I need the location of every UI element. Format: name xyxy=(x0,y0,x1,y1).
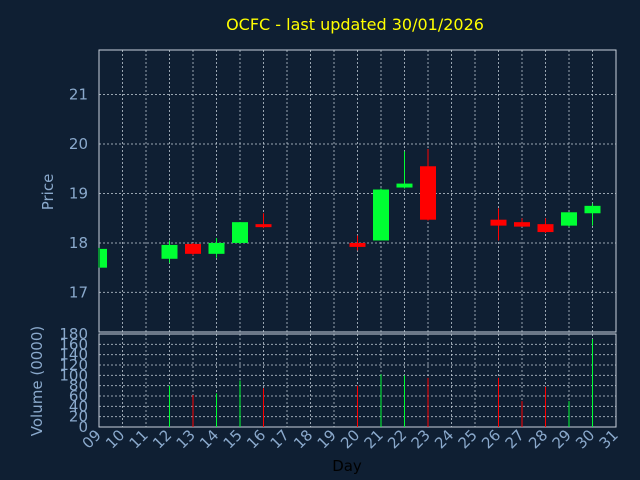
volume-tick-label: 140 xyxy=(59,346,88,364)
x-tick-label: 27 xyxy=(502,426,528,452)
candle-body xyxy=(232,222,248,243)
x-axis-label: Day xyxy=(332,457,362,475)
price-tick-label: 19 xyxy=(69,184,88,202)
candle-body xyxy=(349,242,366,247)
volume-tick-label: 160 xyxy=(59,335,88,353)
candle-body xyxy=(100,248,107,268)
price-axis-label: Price xyxy=(39,174,57,211)
candle-body xyxy=(185,243,201,254)
candle-body xyxy=(537,224,554,233)
x-tick-label: 23 xyxy=(408,426,434,452)
candle-body xyxy=(584,205,601,214)
volume-tick-label: 120 xyxy=(59,356,88,374)
candle-body xyxy=(490,219,507,226)
x-tick-label: 29 xyxy=(549,426,575,452)
volume-tick-label: 100 xyxy=(59,366,88,384)
x-tick-label: 15 xyxy=(220,426,246,452)
x-tick-label: 10 xyxy=(102,426,128,452)
volume-tick-label: 180 xyxy=(59,325,88,343)
volume-tick-label: 80 xyxy=(69,377,88,395)
price-tick-label: 18 xyxy=(69,234,88,252)
volume-bars xyxy=(169,339,593,427)
price-y-ticks: 17 18 19 20 21 xyxy=(69,86,88,302)
x-tick-label: 20 xyxy=(337,426,363,452)
candle-body xyxy=(396,183,413,188)
x-tick-label: 17 xyxy=(267,426,293,452)
x-tick-label: 16 xyxy=(243,426,269,452)
x-tick-label: 25 xyxy=(455,426,481,452)
x-tick-label: 22 xyxy=(384,426,410,452)
candle-body xyxy=(161,244,178,259)
x-tick-label: 19 xyxy=(314,426,340,452)
x-tick-label: 21 xyxy=(361,426,387,452)
x-ticks: 0910111213141516171819202122232425262728… xyxy=(79,426,622,452)
candle-body xyxy=(208,242,225,254)
x-tick-label: 13 xyxy=(173,426,199,452)
volume-tick-label: 40 xyxy=(69,397,88,415)
x-tick-label: 11 xyxy=(126,426,152,452)
candles xyxy=(98,148,601,268)
volume-tick-label: 0 xyxy=(78,418,88,436)
x-tick-label: 30 xyxy=(572,426,598,452)
x-tick-label: 24 xyxy=(431,426,457,452)
candle-body xyxy=(514,222,530,227)
price-tick-label: 20 xyxy=(69,135,88,153)
candle-body xyxy=(561,212,577,226)
chart-title: OCFC - last updated 30/01/2026 xyxy=(226,15,484,34)
price-grid xyxy=(99,50,616,332)
candle-body xyxy=(420,166,436,220)
candle-body xyxy=(255,224,272,228)
price-tick-label: 17 xyxy=(69,283,88,301)
volume-tick-label: 60 xyxy=(69,387,88,405)
x-tick-label: 14 xyxy=(196,426,222,452)
x-tick-label: 18 xyxy=(290,426,316,452)
volume-tick-label: 20 xyxy=(69,408,88,426)
price-tick-label: 21 xyxy=(69,86,88,104)
x-tick-label: 28 xyxy=(525,426,551,452)
volume-axis-label: Volume (0000) xyxy=(28,326,46,436)
x-tick-label: 26 xyxy=(478,426,504,452)
candle-body xyxy=(373,189,389,241)
x-tick-label: 31 xyxy=(596,426,622,452)
x-tick-label: 12 xyxy=(149,426,175,452)
